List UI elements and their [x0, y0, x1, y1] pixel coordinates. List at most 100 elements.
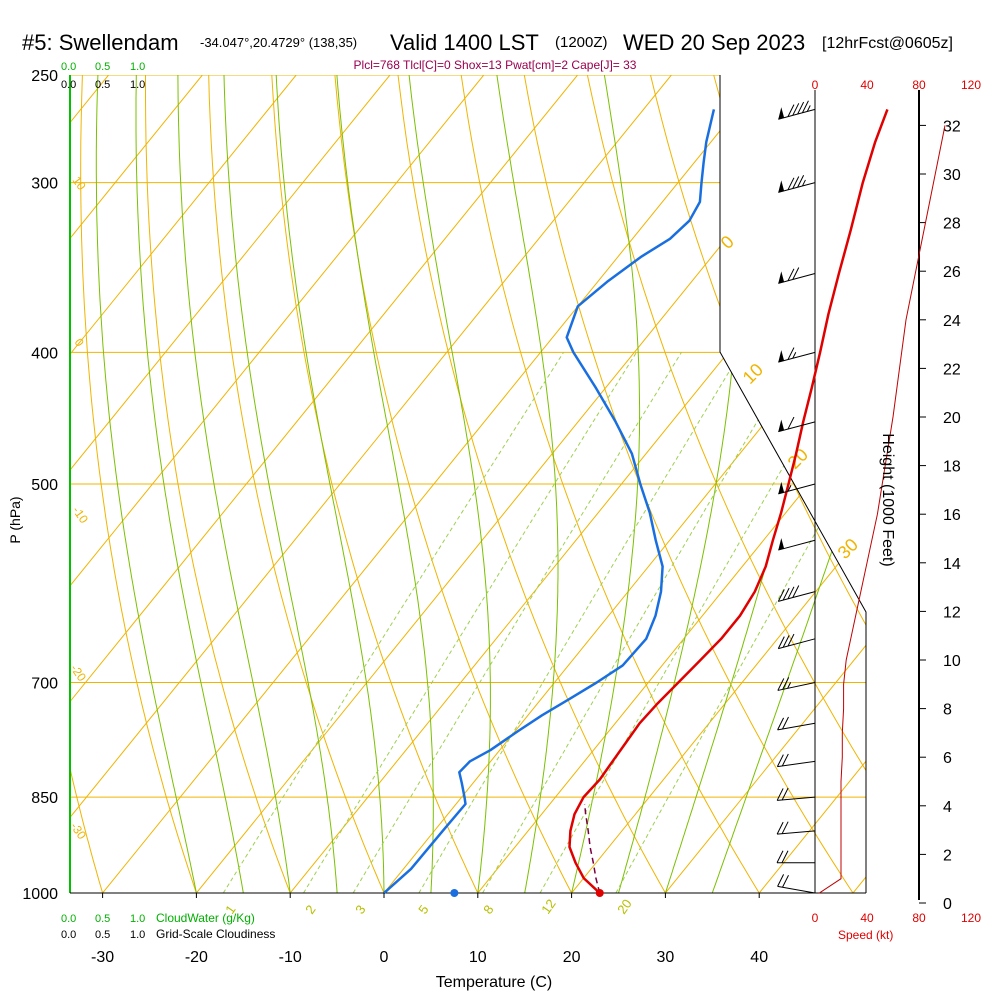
height-tick-label: 10 [943, 653, 961, 670]
wind-barb-feather [781, 821, 789, 834]
temperature-profile [568, 108, 889, 894]
isotherm-line [665, 75, 866, 893]
wind-barb-staff [778, 421, 816, 433]
isotherm-label: 10 [739, 360, 767, 388]
wind-barb-staff [777, 830, 816, 835]
wind-barb-feather [792, 103, 800, 116]
wind-barb-staff [777, 682, 816, 691]
height-tick-label: 30 [943, 167, 961, 184]
wind-barb-feather [787, 586, 795, 600]
height-tick-label: 18 [943, 459, 961, 476]
mixing-ratio-line [482, 352, 799, 893]
pressure-tick-label: 850 [31, 790, 58, 807]
temperature-tick-label: -10 [279, 949, 302, 966]
cloud-bot-green-1: 1.0 [130, 913, 145, 925]
wind-barb-feather [777, 874, 785, 887]
wind-panel [776, 100, 946, 894]
wind-barb-half-feather [787, 485, 792, 492]
isotherm-line [70, 75, 672, 893]
moist-adiabat-line [336, 75, 434, 893]
speed-tick-label-top: 120 [961, 78, 981, 92]
dry-adiabat-line [80, 75, 197, 893]
mixing-ratio-label: 2 [302, 902, 318, 917]
wind-barb-feather [801, 100, 809, 113]
isotherm-label: 30 [834, 535, 862, 563]
moist-adiabat-line [275, 75, 385, 893]
cloud-top-green-05: 0.5 [95, 61, 110, 73]
cloud-bot-green-0: 0.0 [61, 913, 76, 925]
mixing-ratio-label: 20 [614, 896, 635, 916]
surface-dewpoint-dot [450, 889, 459, 897]
wind-barb [778, 538, 816, 551]
height-tick-label: 2 [943, 847, 952, 864]
dry-adiabat-line [334, 75, 573, 893]
wind-barb-feather [792, 176, 800, 189]
isotherm-line [70, 75, 391, 893]
mixing-ratio-line [615, 352, 866, 893]
wind-barb-feather [797, 175, 805, 188]
speed-tick-label-bottom: 80 [912, 911, 926, 925]
isotherm-line [70, 75, 297, 893]
height-tick-label: 20 [943, 410, 961, 427]
moist-adiabat-line [223, 75, 338, 893]
speed-tick-label-top: 0 [812, 78, 819, 92]
moist-adiabat-line [95, 75, 197, 893]
wind-barb-feather [776, 821, 784, 835]
dry-adiabat-line [271, 75, 479, 893]
height-tick-label: 22 [943, 361, 961, 378]
dry-adiabat-line [903, 75, 1000, 893]
cloud-top-black-05: 0.5 [95, 79, 110, 91]
dry-adiabat-label: 10 [70, 174, 89, 193]
cloud-top-black-0: 0.0 [61, 79, 76, 91]
mixing-ratio-label: 3 [352, 902, 368, 917]
dry-adiabat-label: 0 [72, 336, 87, 350]
wind-barb-half-feather [806, 105, 811, 112]
wind-barb-flag [778, 271, 785, 284]
wind-barb-feather [782, 587, 790, 601]
wind-barb-feather [787, 416, 795, 430]
wind-barb-staff [778, 108, 816, 120]
height-axis-label: Height (1000 Feet) [879, 433, 896, 566]
isotherm-line [852, 75, 866, 893]
isotherm-line [0, 75, 15, 893]
pressure-tick-label: 250 [31, 68, 58, 85]
speed-tick-label-top: 40 [860, 78, 874, 92]
wind-barb-half-feather [787, 682, 792, 689]
dry-adiabat-line [460, 75, 760, 893]
wind-barb-staff [777, 885, 816, 894]
cloud-top-green-0: 0.0 [61, 61, 76, 73]
wind-barb [778, 481, 816, 495]
wind-barb-flag [778, 350, 785, 363]
right-boundary-line [719, 75, 867, 893]
wind-barb-staff [778, 591, 816, 602]
wind-barb-feather [787, 177, 795, 191]
temperature-tick-label: -20 [185, 949, 208, 966]
mixing-ratio-label: 8 [480, 902, 496, 917]
stability-indices: Plcl=768 Tlcl[C]=0 Shox=13 Pwat[cm]=2 Ca… [354, 58, 637, 72]
wind-barb-staff [778, 351, 816, 363]
wind-barb-feather [776, 788, 784, 801]
height-tick-label: 6 [943, 750, 952, 767]
temperature-tick-label: 20 [563, 949, 581, 966]
temperature-tick-label: 0 [380, 949, 389, 966]
wind-barb-flag [778, 180, 785, 193]
isotherm-line [70, 75, 485, 893]
height-tick-label: 4 [943, 799, 952, 816]
wind-barb-flag [778, 481, 785, 494]
moist-adiabat-line [135, 75, 244, 893]
moist-adiabat-line [408, 75, 491, 893]
wind-barb-feather [781, 850, 789, 863]
moist-adiabat-line [496, 75, 559, 893]
cloudwater-label: CloudWater (g/Kg) [156, 911, 255, 925]
moist-adiabat-line [571, 75, 641, 893]
isotherm-line [102, 75, 766, 893]
cloud-bot-black-1: 1.0 [130, 929, 145, 941]
speed-tick-label-bottom: 0 [812, 911, 819, 925]
valid-zulu: (1200Z) [555, 34, 608, 51]
isotherm-line [70, 75, 578, 893]
chart-title: #5: Swellendam [22, 30, 179, 55]
cloud-top-green-1: 1.0 [130, 61, 145, 73]
dry-adiabat-label: -10 [70, 504, 92, 527]
